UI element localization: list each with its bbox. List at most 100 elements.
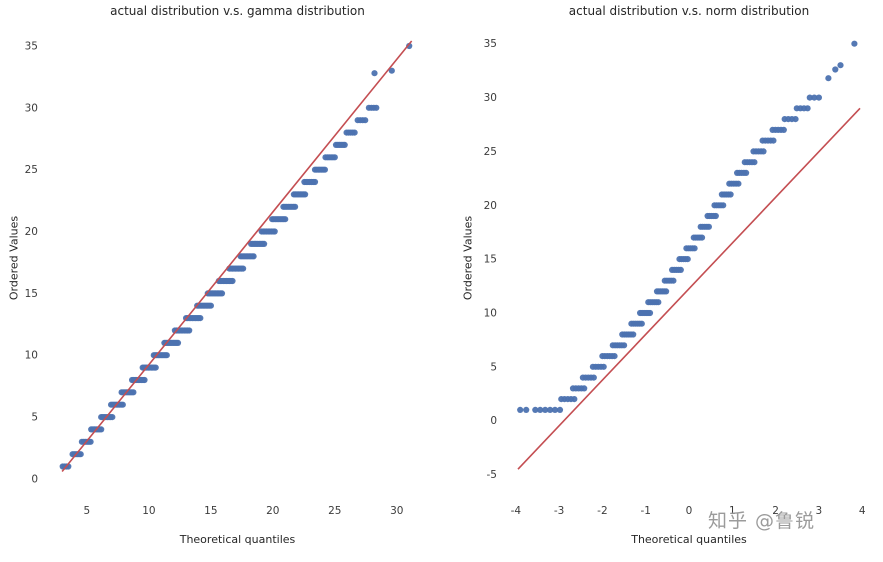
scatter-point xyxy=(517,406,524,413)
scatter-point xyxy=(302,191,309,198)
scatter-point xyxy=(207,302,214,309)
scatter-point xyxy=(581,385,588,392)
qq-scatter-norm: -4 -3 -2 -1 0 1 2 3 4 -5 0 5 10 15 20 25 30 35 xyxy=(484,38,866,517)
x-tick-label: 25 xyxy=(328,505,341,517)
x-tick-label: 10 xyxy=(142,505,155,517)
scatter-point xyxy=(362,117,369,124)
y-tick-label: 20 xyxy=(484,200,497,212)
scatter-point xyxy=(141,376,148,384)
y-tick-label: -5 xyxy=(487,469,497,481)
scatter-point xyxy=(677,266,684,273)
x-axis-label-norm: Theoretical quantiles xyxy=(631,533,747,546)
scatter-point xyxy=(218,290,226,297)
scatter-point xyxy=(292,203,299,210)
scatter-point xyxy=(197,315,204,322)
watermark: 知乎 @鲁锐 xyxy=(708,510,816,532)
scatter-point xyxy=(186,327,193,334)
scatter-point xyxy=(388,67,395,74)
scatter-point xyxy=(720,202,727,209)
scatter-point xyxy=(109,414,116,421)
scatter-point xyxy=(331,154,338,161)
scatter-point xyxy=(537,406,544,413)
x-tick-label: 2 xyxy=(772,505,779,517)
x-tick-label: -2 xyxy=(597,505,607,517)
scatter-point xyxy=(547,406,554,413)
scatter-point xyxy=(174,339,182,346)
scatter-point xyxy=(406,42,413,50)
scatter-point xyxy=(670,277,677,284)
y-tick-label: 30 xyxy=(25,102,38,114)
y-tick-label: 0 xyxy=(490,415,497,427)
y-tick-label: 5 xyxy=(490,361,497,373)
x-tick-label: 20 xyxy=(266,505,279,517)
x-tick-label: 15 xyxy=(204,505,217,517)
scatter-point xyxy=(542,406,549,413)
y-tick-label: 20 xyxy=(25,226,38,238)
scatter-point xyxy=(611,353,618,360)
scatter-point xyxy=(571,396,578,403)
scatter-point xyxy=(780,126,787,133)
y-tick-label: 5 xyxy=(31,412,38,424)
scatter-point xyxy=(119,401,126,408)
x-tick-label: 3 xyxy=(816,505,823,517)
scatter-point xyxy=(321,166,328,173)
scatter-point xyxy=(590,374,597,381)
scatter-point xyxy=(663,288,670,295)
y-tick-label: 10 xyxy=(25,350,38,362)
scatter-point xyxy=(638,320,645,327)
scatter-point xyxy=(371,70,378,77)
x-tick-label: -1 xyxy=(640,505,650,517)
scatter-point xyxy=(87,438,94,445)
plot-title-norm: actual distribution v.s. norm distributi… xyxy=(568,4,810,18)
y-tick-label: 15 xyxy=(484,254,497,266)
scatter-point xyxy=(351,129,358,136)
scatter-point xyxy=(77,451,84,458)
scatter-point xyxy=(556,406,564,413)
scatter-point xyxy=(825,75,832,82)
x-axis-label-gamma: Theoretical quantiles xyxy=(179,533,296,546)
scatter-point xyxy=(163,352,170,359)
qq-plot-gamma: actual distribution v.s. gamma distribut… xyxy=(0,0,440,562)
scatter-point xyxy=(646,309,654,317)
scatter-point xyxy=(152,364,159,371)
scatter-point xyxy=(271,228,278,235)
scatter-point xyxy=(130,389,137,396)
scatter-point xyxy=(551,406,559,413)
x-tick-label: -4 xyxy=(511,505,522,517)
x-tick-label: 30 xyxy=(390,505,403,517)
y-tick-label: 35 xyxy=(25,40,38,52)
scatter-point xyxy=(698,234,706,241)
plot-title-gamma: actual distribution v.s. gamma distribut… xyxy=(110,4,365,18)
scatter-point xyxy=(684,256,691,263)
x-tick-label: 4 xyxy=(859,505,866,517)
scatter-point xyxy=(804,105,811,112)
scatter-point xyxy=(600,363,607,370)
scatter-point xyxy=(261,240,268,247)
scatter-point xyxy=(229,277,236,285)
fit-line xyxy=(61,40,413,473)
scatter-point xyxy=(735,180,742,187)
x-tick-label: 5 xyxy=(84,505,91,517)
y-tick-label: 10 xyxy=(484,307,497,319)
scatter-point xyxy=(727,191,734,198)
scatter-point xyxy=(630,331,637,338)
scatter-point xyxy=(851,40,858,47)
scatter-point xyxy=(751,159,758,166)
y-tick-label: 0 xyxy=(31,473,38,485)
qq-plot-norm: actual distribution v.s. norm distributi… xyxy=(440,0,883,562)
scatter-point xyxy=(743,169,750,176)
scatter-point xyxy=(770,137,777,144)
y-tick-label: 30 xyxy=(484,92,497,104)
scatter-point xyxy=(837,62,844,69)
y-tick-label: 35 xyxy=(484,38,497,50)
x-tick-label: 1 xyxy=(729,505,736,517)
scatter-point xyxy=(240,265,247,272)
scatter-point xyxy=(811,94,818,101)
y-tick-label: 15 xyxy=(25,288,38,300)
scatter-point xyxy=(712,212,719,220)
scatter-point xyxy=(250,253,257,260)
scatter-point xyxy=(341,141,348,148)
scatter-point xyxy=(655,299,662,306)
scatter-point xyxy=(621,342,628,349)
